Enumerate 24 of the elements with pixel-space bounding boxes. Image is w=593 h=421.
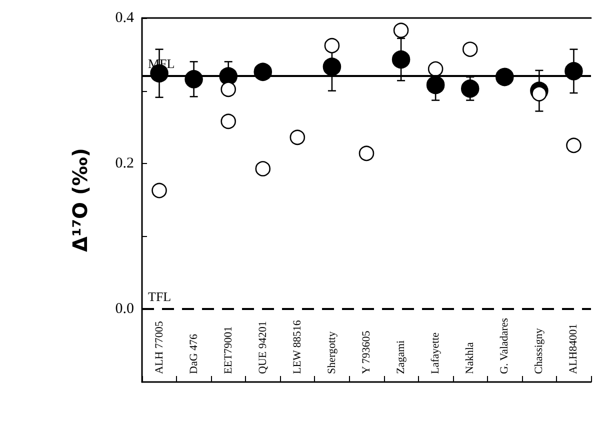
y-tick-label: 0.4 [115,10,134,26]
ref-line-label: TFL [148,289,172,304]
x-tick-label: ALH84001 [568,324,580,374]
x-tick-label: Zagami [395,340,408,374]
x-tick-label: EET79001 [222,326,234,374]
x-tick-label: ALH 77005 [153,320,166,374]
point [428,61,444,77]
point [460,79,480,98]
x-tick-label: Lafayette [430,332,442,374]
x-tick-label: DaG 476 [188,333,200,374]
y-tick-label: 0.2 [115,156,134,172]
x-tick-label: G. Valadares [498,318,511,374]
x-tick-label: Chassigny [533,328,546,374]
x-tick-label: Y 793605 [360,330,372,374]
point [392,50,410,69]
x-tick-label: QUE 94201 [256,321,269,374]
x-tick-label: Nakhla [464,342,476,374]
x-tick-label: Shergotty [326,330,338,374]
point [322,58,342,76]
point [324,38,340,54]
y-axis-title: Δ¹⁷O (‰) [68,148,92,252]
x-tick-label: LEW 88516 [291,320,304,374]
point [426,76,445,94]
y-tick-label: 0.0 [115,301,134,318]
